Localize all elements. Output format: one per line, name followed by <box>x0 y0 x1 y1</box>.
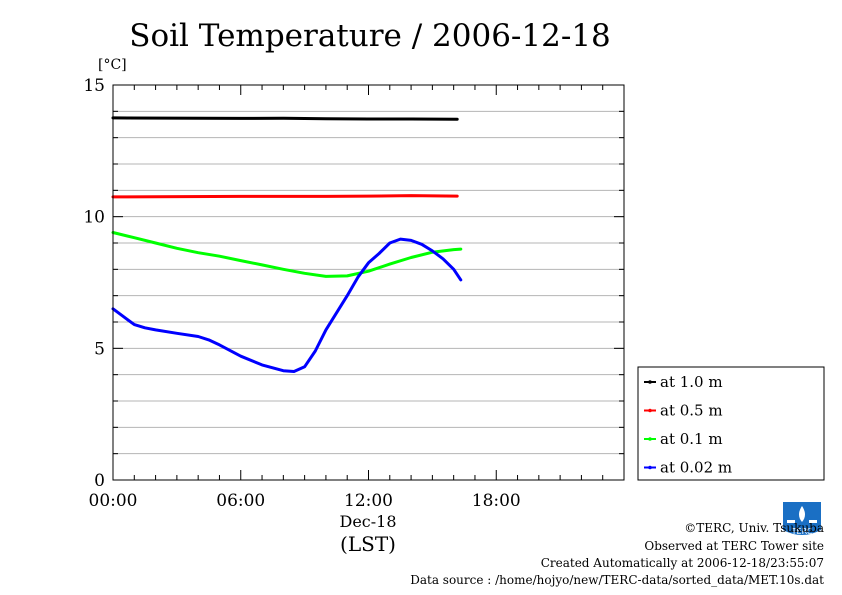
copyright-text: ©TERC, Univ. Tsukuba <box>684 521 824 535</box>
data-source-text: Data source : /home/hojyo/new/TERC-data/… <box>410 573 824 587</box>
terc-logo-text: TERC <box>791 527 813 536</box>
legend-label: at 0.5 m <box>660 402 723 420</box>
legend-marker <box>648 465 652 470</box>
legend-marker <box>648 380 652 384</box>
y-tick-label: 10 <box>83 208 105 228</box>
series-line-2 <box>111 194 459 199</box>
legend-label: at 1.0 m <box>660 373 723 391</box>
axis-ticks: 0 5 10 15 00:00 06:00 12:00 18:00 <box>83 76 624 511</box>
legend-box <box>637 366 825 481</box>
x-axis-date-label: Dec-18 <box>339 512 396 531</box>
legend-label: at 0.02 m <box>660 459 732 477</box>
chart-title: Soil Temperature / 2006-12-18 <box>129 18 611 54</box>
legend-label: at 0.1 m <box>660 430 723 448</box>
x-tick-label: 06:00 <box>216 491 265 511</box>
legend: at 1.0 m at 0.5 m at 0.1 m at 0.02 m <box>637 366 825 481</box>
series-line-1 <box>111 116 459 121</box>
x-tick-label: 00:00 <box>89 491 138 511</box>
grid-lines <box>113 110 624 455</box>
x-tick-label: 12:00 <box>344 491 393 511</box>
created-text: Created Automatically at 2006-12-18/23:5… <box>540 556 824 570</box>
legend-marker <box>648 408 652 413</box>
y-tick-label: 0 <box>94 471 105 491</box>
legend-marker <box>648 437 652 441</box>
terc-logo-icon: TERC <box>783 502 821 536</box>
series-lines <box>111 116 463 373</box>
site-text: Observed at TERC Tower site <box>644 539 824 553</box>
x-axis-label: (LST) <box>340 532 396 556</box>
x-tick-label: 18:00 <box>472 491 521 511</box>
series-line-4 <box>111 237 463 373</box>
y-tick-label: 5 <box>94 339 105 359</box>
plot-frame <box>112 84 625 481</box>
series-line-3 <box>111 231 463 278</box>
y-tick-label: 15 <box>83 76 105 96</box>
terc-logo: TERC <box>781 500 823 544</box>
y-axis-unit-label: [°C] <box>98 57 127 73</box>
